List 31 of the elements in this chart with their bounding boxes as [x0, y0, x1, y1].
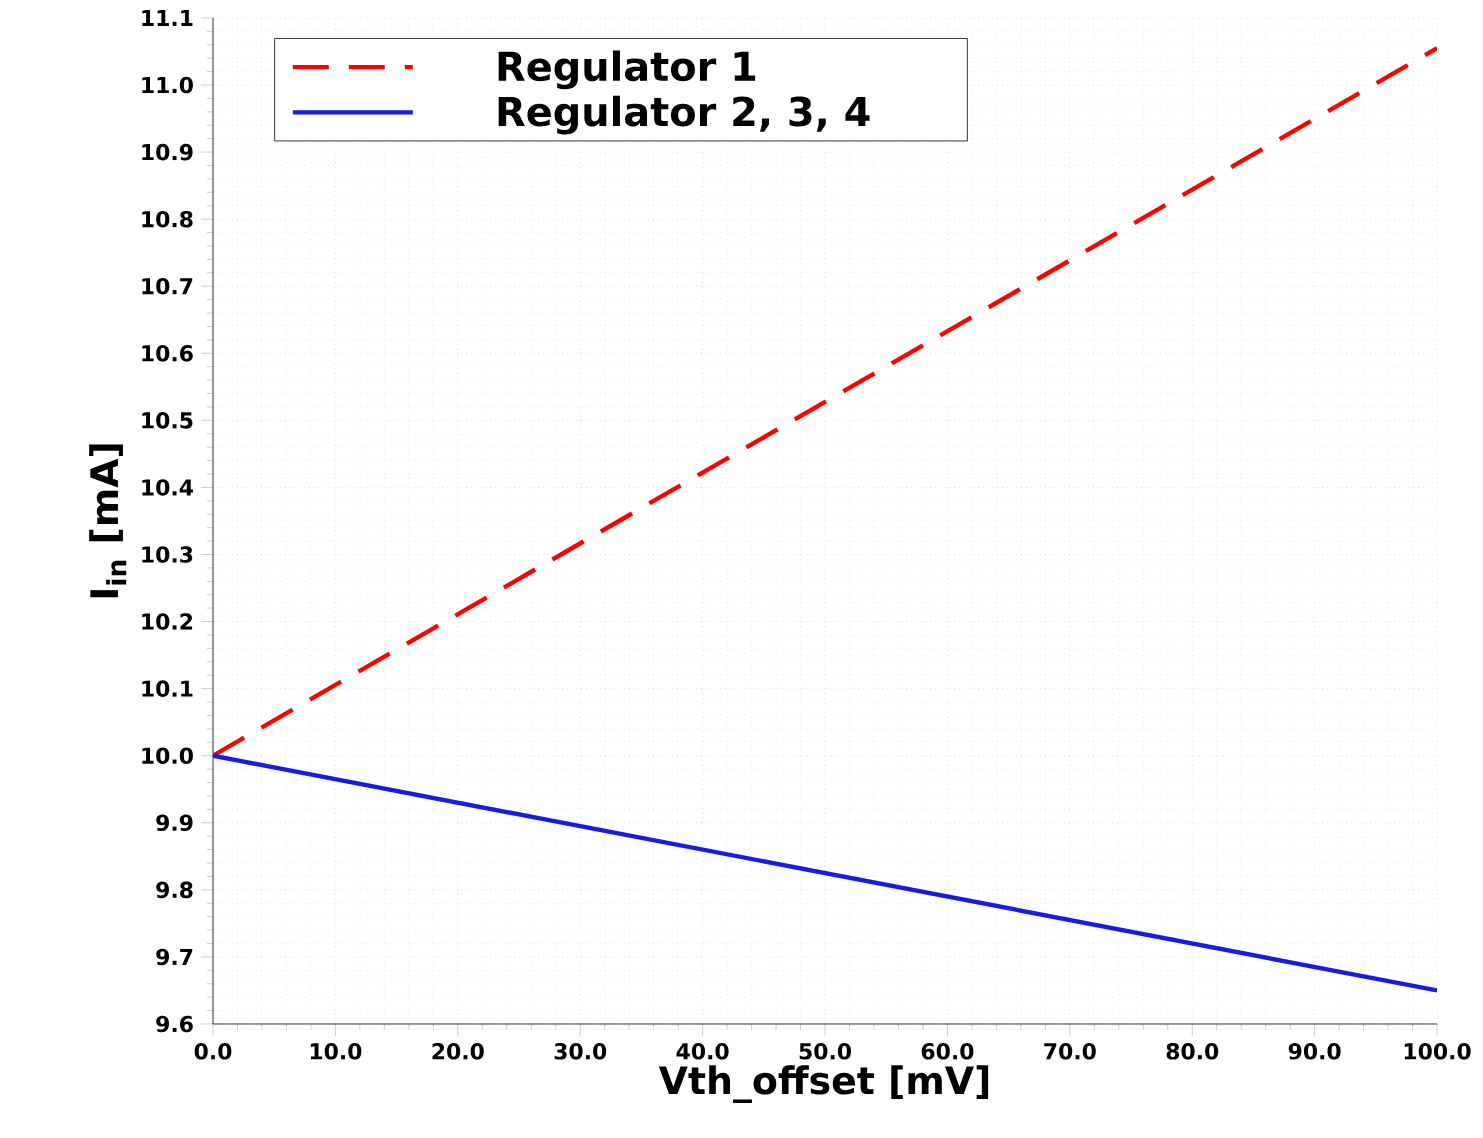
y-axis-title: I$_{in}$ [mA]	[89, 444, 127, 598]
y-tick-label: 10.9	[142, 143, 193, 161]
x-tick-label: 50.0	[799, 1043, 852, 1060]
x-tick-label: 60.0	[921, 1043, 974, 1060]
y-tick-label: 10.0	[142, 747, 193, 764]
legend-label: Regulator 1	[498, 50, 756, 90]
x-tick-label: 80.0	[1166, 1043, 1219, 1060]
y-tick-label: 9.9	[156, 814, 193, 832]
legend-label: Regulator 2, 3, 4	[498, 95, 870, 135]
x-tick-label: 100.0	[1404, 1043, 1471, 1060]
x-tick-label: 0.0	[194, 1043, 232, 1060]
x-tick-label: 20.0	[432, 1043, 484, 1060]
y-tick-label: 10.1	[142, 680, 193, 697]
x-tick-label: 10.0	[310, 1043, 362, 1060]
y-tick-label: 10.2	[142, 613, 193, 630]
y-tick-label: 10.8	[142, 210, 193, 228]
y-tick-label: 9.7	[156, 948, 193, 966]
y-tick-label: 9.6	[156, 1015, 193, 1033]
y-tick-label: 9.8	[156, 881, 193, 899]
x-tick-label: 40.0	[676, 1043, 729, 1060]
y-tick-label: 10.6	[142, 345, 193, 362]
y-tick-label: 10.7	[142, 277, 193, 295]
x-tick-label: 90.0	[1288, 1043, 1341, 1060]
x-tick-label: 70.0	[1044, 1043, 1096, 1060]
y-tick-label: 10.4	[142, 479, 193, 496]
y-tick-label: 11.0	[142, 76, 193, 94]
x-axis-title: Vth_offset [mV]	[658, 1065, 989, 1103]
y-tick-label: 10.5	[142, 412, 193, 429]
y-tick-label: 10.3	[142, 546, 193, 563]
y-tick-label: 11.1	[142, 9, 193, 26]
x-tick-label: 30.0	[554, 1043, 607, 1060]
